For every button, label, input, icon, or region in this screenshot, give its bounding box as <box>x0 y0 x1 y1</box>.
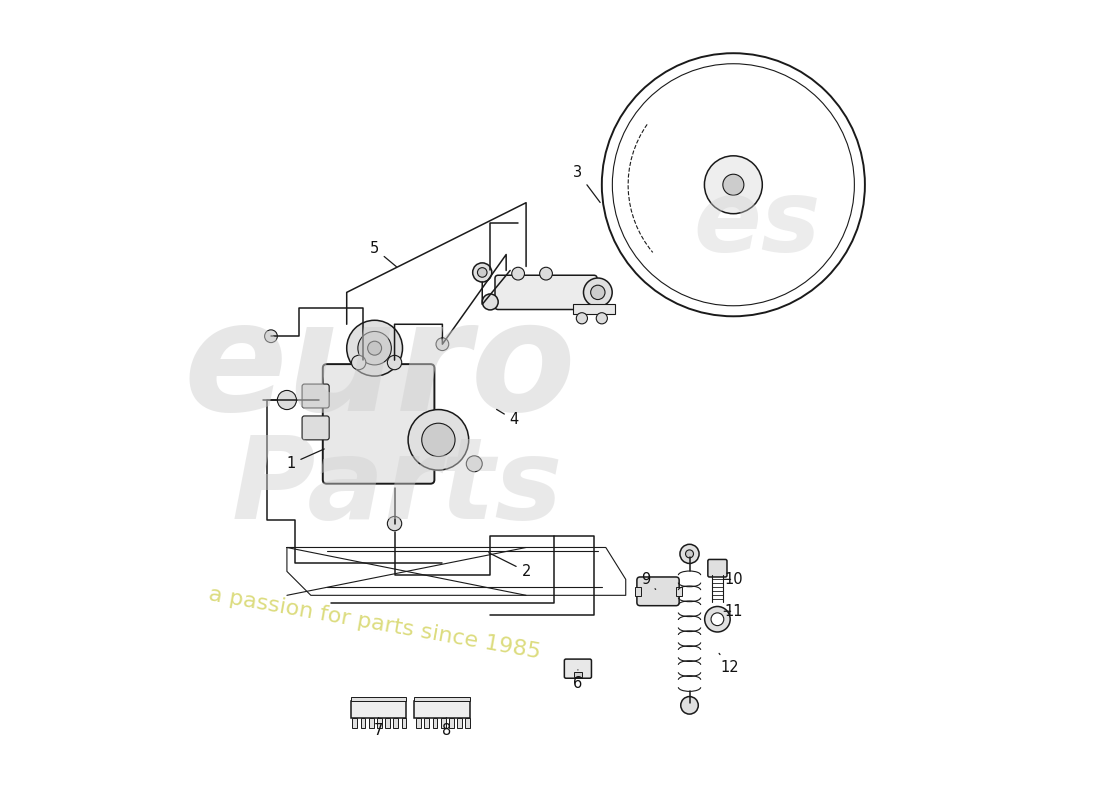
Circle shape <box>477 268 487 278</box>
Circle shape <box>685 550 693 558</box>
Text: Parts: Parts <box>231 432 562 543</box>
Bar <box>574 672 582 677</box>
Bar <box>352 718 358 728</box>
FancyBboxPatch shape <box>708 559 727 577</box>
Text: 8: 8 <box>442 718 451 738</box>
Circle shape <box>711 613 724 626</box>
Text: 3: 3 <box>573 166 601 202</box>
Circle shape <box>723 174 744 195</box>
Circle shape <box>387 355 402 370</box>
Bar <box>636 586 641 596</box>
Circle shape <box>681 697 698 714</box>
Text: 7: 7 <box>374 718 383 738</box>
Bar <box>361 718 365 728</box>
Circle shape <box>512 267 525 280</box>
FancyBboxPatch shape <box>637 577 679 606</box>
Text: 12: 12 <box>719 654 739 674</box>
Text: 11: 11 <box>724 604 743 618</box>
Bar <box>415 701 471 718</box>
Bar <box>449 718 454 728</box>
Text: 2: 2 <box>488 553 531 579</box>
Circle shape <box>387 516 402 530</box>
Bar <box>458 718 462 728</box>
Text: es: es <box>693 176 821 273</box>
Bar <box>676 586 682 596</box>
Text: a passion for parts since 1985: a passion for parts since 1985 <box>207 584 542 662</box>
Circle shape <box>596 313 607 324</box>
Text: euro: euro <box>184 294 576 442</box>
Circle shape <box>346 320 403 376</box>
Bar <box>441 718 446 728</box>
Circle shape <box>576 313 587 324</box>
Bar <box>415 697 471 701</box>
Bar <box>402 718 407 728</box>
FancyBboxPatch shape <box>573 304 615 314</box>
Text: 9: 9 <box>641 572 656 590</box>
FancyBboxPatch shape <box>495 275 597 310</box>
Circle shape <box>705 606 730 632</box>
Bar <box>368 718 374 728</box>
Circle shape <box>680 544 700 563</box>
Circle shape <box>466 456 482 472</box>
Circle shape <box>540 267 552 280</box>
Bar <box>377 718 382 728</box>
Circle shape <box>473 263 492 282</box>
Text: 10: 10 <box>724 572 743 587</box>
Circle shape <box>408 410 469 470</box>
Circle shape <box>482 294 498 310</box>
Text: 5: 5 <box>370 241 396 266</box>
Bar <box>432 718 438 728</box>
Circle shape <box>421 423 455 457</box>
Circle shape <box>352 355 366 370</box>
Bar <box>351 697 407 701</box>
Bar <box>425 718 429 728</box>
Bar <box>394 718 398 728</box>
FancyBboxPatch shape <box>302 416 329 440</box>
Bar <box>465 718 471 728</box>
Text: 6: 6 <box>573 670 583 690</box>
Circle shape <box>583 278 613 306</box>
FancyBboxPatch shape <box>322 364 434 484</box>
Circle shape <box>704 156 762 214</box>
Bar <box>385 718 390 728</box>
Text: 4: 4 <box>496 410 519 427</box>
Bar <box>351 701 407 718</box>
Text: 1: 1 <box>286 449 324 471</box>
Circle shape <box>436 338 449 350</box>
Circle shape <box>367 342 382 355</box>
Circle shape <box>277 390 297 410</box>
FancyBboxPatch shape <box>564 659 592 678</box>
Bar <box>416 718 421 728</box>
Circle shape <box>358 331 392 365</box>
FancyBboxPatch shape <box>302 384 329 408</box>
Circle shape <box>265 330 277 342</box>
Circle shape <box>591 286 605 299</box>
